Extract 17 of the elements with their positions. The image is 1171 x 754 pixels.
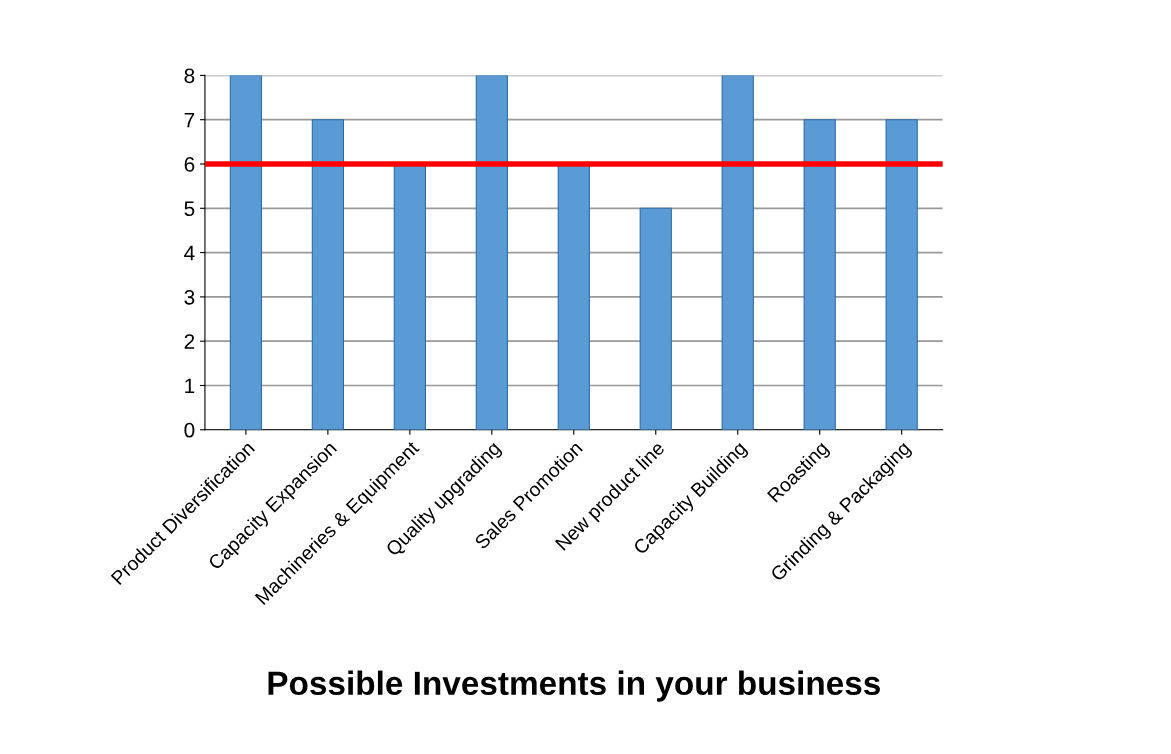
y-tick-label: 2 — [184, 334, 195, 349]
y-tick-label: 8 — [184, 68, 195, 84]
y-tick-label: 7 — [184, 112, 195, 128]
y-tick-label: 6 — [184, 157, 195, 172]
y-tick-label: 1 — [185, 378, 195, 394]
bar — [311, 119, 345, 430]
bar — [721, 75, 754, 430]
y-tick-label: 0 — [184, 422, 195, 438]
bar — [475, 75, 508, 430]
y-tick-label: 3 — [184, 289, 195, 305]
bar — [229, 75, 263, 430]
y-tick-label: 4 — [184, 245, 195, 261]
x-axis-title: Possible Investments in your business — [268, 670, 880, 702]
bar — [803, 119, 836, 430]
bar — [639, 207, 672, 430]
y-tick-label: 5 — [184, 201, 195, 217]
bar — [885, 119, 918, 430]
